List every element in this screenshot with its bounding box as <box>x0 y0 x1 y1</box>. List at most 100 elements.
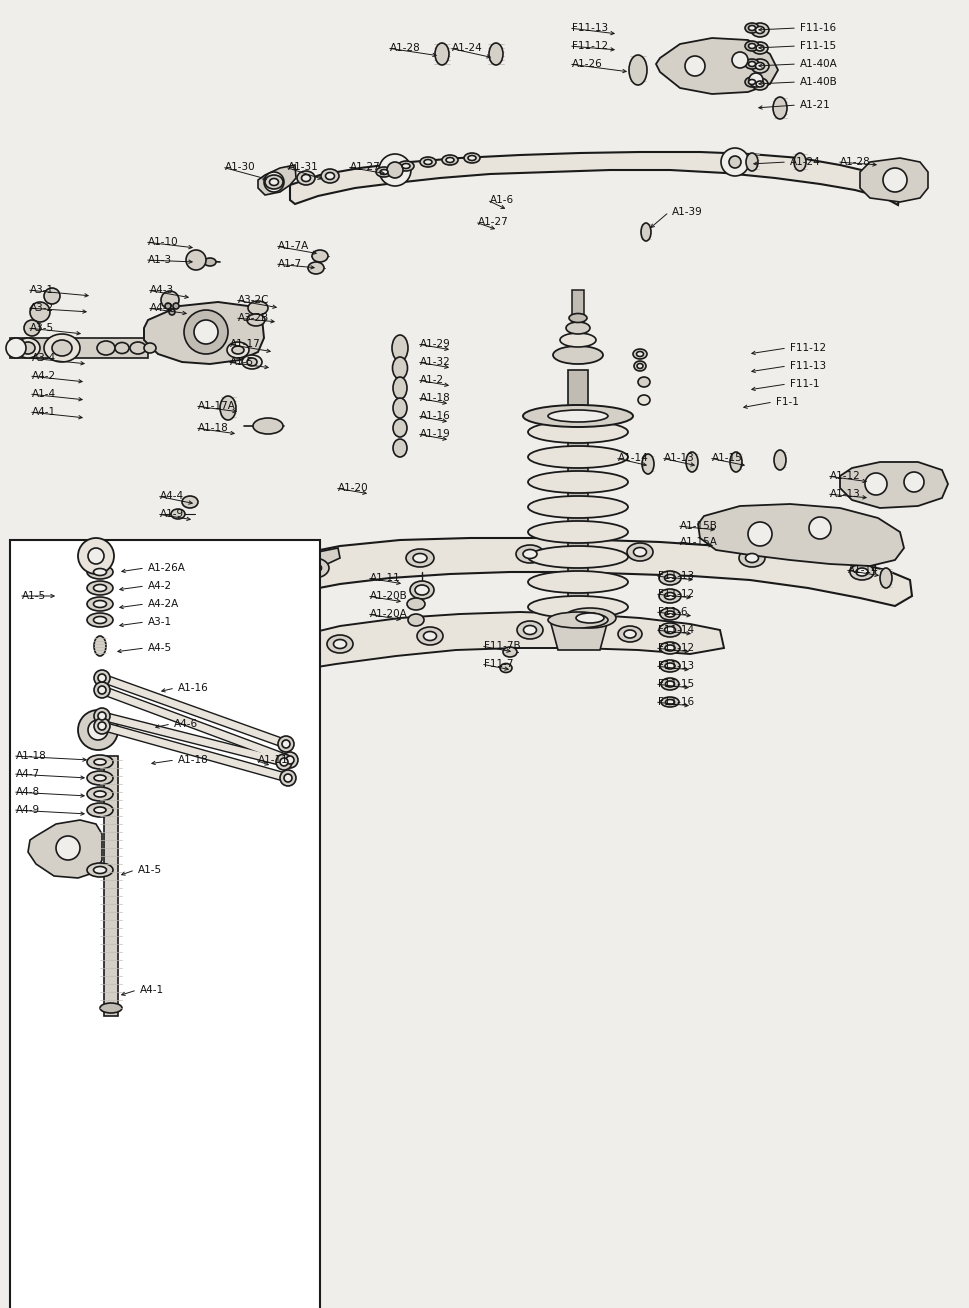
Text: A1-30: A1-30 <box>225 162 256 171</box>
Text: A4-7: A4-7 <box>16 769 40 780</box>
Circle shape <box>94 718 110 734</box>
Ellipse shape <box>87 787 113 800</box>
Ellipse shape <box>634 548 646 556</box>
Polygon shape <box>28 820 102 878</box>
Text: A4-5: A4-5 <box>148 644 172 653</box>
Circle shape <box>173 303 179 309</box>
Circle shape <box>184 310 228 354</box>
Text: A4-2: A4-2 <box>32 371 56 381</box>
Circle shape <box>280 759 288 766</box>
Ellipse shape <box>748 43 756 48</box>
Text: A1-18: A1-18 <box>178 755 208 765</box>
Ellipse shape <box>21 341 35 354</box>
Ellipse shape <box>745 24 759 33</box>
Text: A1-26A: A1-26A <box>148 562 186 573</box>
Ellipse shape <box>745 59 759 69</box>
Text: A3-1: A3-1 <box>148 617 172 627</box>
Circle shape <box>685 56 705 76</box>
Circle shape <box>278 736 294 752</box>
Ellipse shape <box>247 358 257 366</box>
Ellipse shape <box>756 81 764 88</box>
Ellipse shape <box>548 612 608 628</box>
Text: A3-5: A3-5 <box>30 323 54 334</box>
Text: A1-14: A1-14 <box>618 453 649 463</box>
Ellipse shape <box>44 334 80 362</box>
Ellipse shape <box>665 663 675 668</box>
Circle shape <box>44 288 60 303</box>
Ellipse shape <box>745 77 759 88</box>
Ellipse shape <box>410 581 434 599</box>
Text: A1-5: A1-5 <box>22 591 47 600</box>
Circle shape <box>78 710 118 749</box>
Ellipse shape <box>528 596 628 617</box>
Circle shape <box>88 548 104 564</box>
Ellipse shape <box>756 44 764 51</box>
Text: A3-2B: A3-2B <box>238 313 269 323</box>
Ellipse shape <box>638 395 650 405</box>
Circle shape <box>165 303 171 309</box>
Text: A4-2: A4-2 <box>150 303 174 313</box>
Text: A1-20A: A1-20A <box>370 610 408 619</box>
Text: F11-6: F11-6 <box>658 607 687 617</box>
Text: A1-19: A1-19 <box>420 429 451 439</box>
Ellipse shape <box>880 568 892 589</box>
Ellipse shape <box>247 314 265 326</box>
Ellipse shape <box>774 450 786 470</box>
Circle shape <box>94 708 110 725</box>
Ellipse shape <box>730 453 742 472</box>
Text: A1-20: A1-20 <box>338 483 368 493</box>
Circle shape <box>98 674 106 681</box>
Ellipse shape <box>528 496 628 518</box>
Bar <box>10 337 148 358</box>
Ellipse shape <box>52 340 72 356</box>
Polygon shape <box>290 152 900 205</box>
Ellipse shape <box>489 43 503 65</box>
Ellipse shape <box>468 156 476 161</box>
Ellipse shape <box>402 164 410 169</box>
Text: A3-2C: A3-2C <box>238 296 269 305</box>
Ellipse shape <box>406 549 434 566</box>
Circle shape <box>24 320 40 336</box>
Ellipse shape <box>523 549 537 559</box>
Ellipse shape <box>745 553 759 562</box>
Circle shape <box>379 154 411 186</box>
Ellipse shape <box>130 341 146 354</box>
Polygon shape <box>248 548 340 598</box>
Circle shape <box>284 774 292 782</box>
Ellipse shape <box>748 61 756 67</box>
Circle shape <box>161 290 179 309</box>
Ellipse shape <box>503 647 517 657</box>
Ellipse shape <box>576 613 604 623</box>
Ellipse shape <box>248 301 268 315</box>
Ellipse shape <box>560 334 596 347</box>
Circle shape <box>186 250 206 269</box>
Ellipse shape <box>94 759 106 765</box>
Ellipse shape <box>748 80 756 85</box>
Ellipse shape <box>312 250 328 262</box>
Ellipse shape <box>376 167 392 177</box>
Ellipse shape <box>665 645 675 651</box>
Text: A1-17: A1-17 <box>230 339 261 349</box>
Ellipse shape <box>756 26 765 34</box>
Text: A1-17A: A1-17A <box>198 402 235 411</box>
Ellipse shape <box>306 562 322 573</box>
Ellipse shape <box>661 678 679 691</box>
Ellipse shape <box>220 396 236 420</box>
Ellipse shape <box>417 627 443 645</box>
Ellipse shape <box>407 598 425 610</box>
Text: F1-1: F1-1 <box>776 398 798 407</box>
Text: A4-9: A4-9 <box>16 804 40 815</box>
Polygon shape <box>274 612 724 672</box>
Ellipse shape <box>665 593 675 599</box>
Ellipse shape <box>528 421 628 443</box>
Ellipse shape <box>398 161 414 171</box>
Text: A1-26: A1-26 <box>572 59 603 69</box>
Ellipse shape <box>794 153 806 171</box>
Ellipse shape <box>553 347 603 364</box>
Circle shape <box>749 73 763 88</box>
Ellipse shape <box>408 613 424 627</box>
Ellipse shape <box>393 377 407 399</box>
Ellipse shape <box>227 341 249 358</box>
Ellipse shape <box>16 337 40 358</box>
Ellipse shape <box>523 625 537 634</box>
